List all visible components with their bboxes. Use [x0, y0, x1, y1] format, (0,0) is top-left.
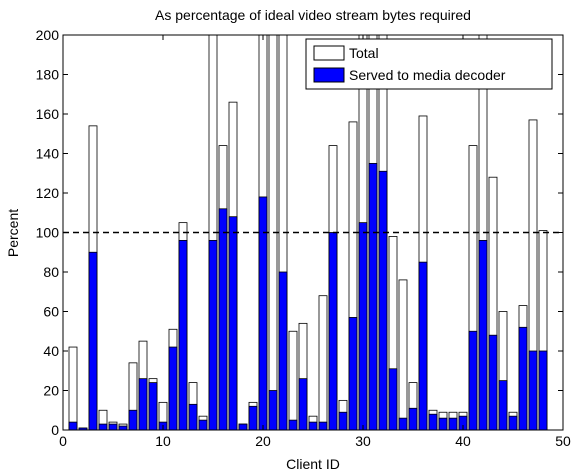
bar-served-11	[168, 346, 178, 431]
y-tick-label-20: 20	[43, 383, 59, 399]
legend-swatch-total	[313, 45, 345, 61]
bar-served-28	[338, 411, 348, 431]
bar-served-24	[298, 378, 308, 431]
y-tick-label-120: 120	[36, 185, 60, 201]
bar-served-41	[468, 330, 478, 431]
bar-served-33	[388, 368, 398, 431]
y-tick-label-200: 200	[36, 27, 60, 43]
y-tick-label-180: 180	[36, 67, 60, 83]
y-tick-label-80: 80	[43, 264, 59, 280]
y-tick-label-140: 140	[36, 146, 60, 162]
y-tick-label-0: 0	[51, 422, 59, 438]
bar-served-30	[358, 222, 368, 431]
bar-served-16	[218, 208, 228, 431]
bar-served-17	[228, 216, 238, 431]
bar-served-34	[398, 417, 408, 431]
bar-served-5	[108, 423, 118, 431]
bar-served-29	[348, 317, 358, 431]
bar-served-26	[318, 421, 328, 431]
bar-served-13	[188, 403, 198, 431]
bar-served-19	[248, 405, 258, 431]
bar-served-12	[178, 239, 188, 431]
x-tick-label-10: 10	[155, 433, 171, 449]
bar-served-46	[518, 326, 528, 431]
bar-served-47	[528, 350, 538, 431]
bar-served-18	[238, 423, 248, 431]
bar-served-35	[408, 407, 418, 431]
x-tick-label-30: 30	[355, 433, 371, 449]
bar-served-1	[68, 421, 78, 431]
bar-served-44	[498, 380, 508, 431]
bar-served-48	[538, 350, 548, 431]
bar-served-8	[138, 378, 148, 431]
bar-served-7	[128, 409, 138, 431]
y-tick-label-40: 40	[43, 343, 59, 359]
legend-swatch-served	[313, 67, 345, 83]
bar-total-1	[68, 346, 78, 431]
bar-served-15	[208, 239, 218, 431]
bar-served-23	[288, 419, 298, 431]
y-tick-label-160: 160	[36, 106, 60, 122]
bar-served-21	[268, 390, 278, 431]
y-axis-label: Percent	[5, 209, 21, 257]
bar-served-9	[148, 382, 158, 431]
bar-served-3	[88, 251, 98, 431]
y-tick-label-100: 100	[36, 225, 60, 241]
bar-served-42	[478, 239, 488, 431]
legend: Total Served to media decoder	[305, 38, 553, 90]
bar-served-32	[378, 170, 388, 431]
bar-total-34	[398, 279, 408, 431]
legend-label-served: Served to media decoder	[349, 67, 506, 83]
bar-served-22	[278, 271, 288, 431]
bar-served-25	[308, 421, 318, 431]
bar-served-36	[418, 261, 428, 431]
bar-served-4	[98, 423, 108, 431]
bar-served-39	[448, 417, 458, 431]
bar-served-45	[508, 415, 518, 431]
chart-title: As percentage of ideal video stream byte…	[155, 7, 471, 23]
legend-box	[305, 38, 553, 90]
bar-served-14	[198, 419, 208, 431]
bar-served-27	[328, 232, 338, 431]
y-tick-label-60: 60	[43, 304, 59, 320]
y-axis-ticks: 0 20 40 60 80 100 120 140 160 180 200	[36, 27, 563, 438]
bar-total-26	[318, 295, 328, 431]
x-tick-label-20: 20	[255, 433, 271, 449]
bar-served-43	[488, 334, 498, 431]
legend-label-total: Total	[349, 45, 379, 61]
x-axis-label: Client ID	[286, 456, 340, 472]
bar-served-31	[368, 162, 378, 431]
bar-served-38	[438, 417, 448, 431]
x-axis-ticks: 0 10 20 30 40 50	[59, 35, 571, 449]
x-tick-label-50: 50	[555, 433, 571, 449]
x-tick-label-40: 40	[455, 433, 471, 449]
bar-total-23	[288, 330, 298, 431]
x-tick-label-0: 0	[59, 433, 67, 449]
bar-served-37	[428, 413, 438, 431]
bar-served-6	[118, 425, 128, 431]
